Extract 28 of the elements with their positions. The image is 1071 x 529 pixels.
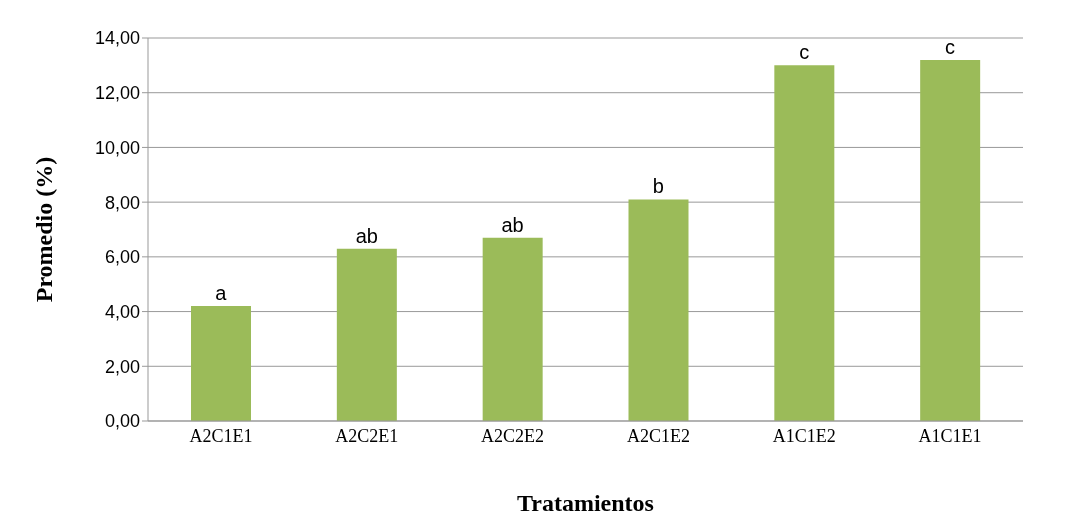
annotation: ab xyxy=(501,213,524,236)
annotation: ab xyxy=(355,224,378,247)
bar xyxy=(482,237,543,421)
x-tick-label: A1C1E2 xyxy=(772,425,836,446)
x-tick-label: A2C1E1 xyxy=(189,425,253,446)
y-tick-label: 8,00 xyxy=(104,192,140,213)
bar xyxy=(336,248,397,421)
x-axis-title: Tratamientos xyxy=(517,490,654,516)
bar xyxy=(191,306,251,421)
x-tick-label: A1C1E1 xyxy=(918,425,982,446)
bar xyxy=(920,59,981,421)
y-tick-label: 0,00 xyxy=(104,411,140,432)
y-tick-label: 4,00 xyxy=(104,301,140,322)
y-tick-label: 14,00 xyxy=(94,28,140,49)
annotation: c xyxy=(945,35,956,58)
bar xyxy=(774,65,835,421)
bar xyxy=(628,199,689,421)
y-tick-label: 2,00 xyxy=(104,356,140,377)
y-tick-label: 10,00 xyxy=(94,137,140,158)
y-tick-label: 6,00 xyxy=(104,247,140,268)
annotation: c xyxy=(799,41,810,64)
annotation: a xyxy=(215,282,228,305)
x-tick-label: A2C2E1 xyxy=(335,425,399,446)
x-tick-label: A2C1E2 xyxy=(626,425,690,446)
annotation: b xyxy=(652,175,664,198)
x-tick-label: A2C2E2 xyxy=(481,425,545,446)
y-axis-title: Promedio (%) xyxy=(30,156,57,303)
y-tick-label: 12,00 xyxy=(94,83,140,104)
